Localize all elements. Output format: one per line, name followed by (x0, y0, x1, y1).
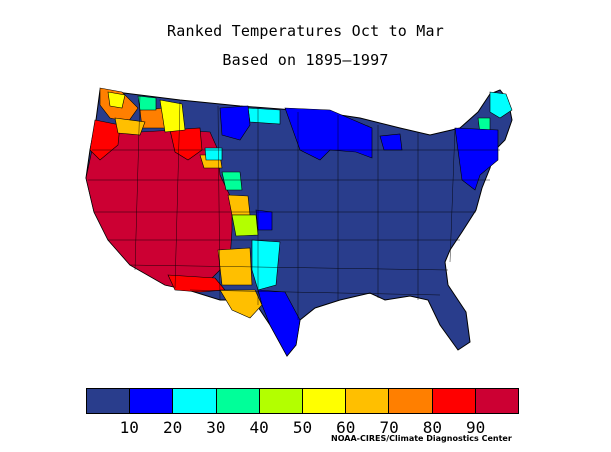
green-patch-wyoming (221, 171, 243, 191)
red-patch-southwest (167, 274, 226, 293)
legend-colorbar (86, 388, 519, 414)
legend-swatch (173, 389, 217, 413)
blue-patch-kansas (255, 209, 273, 231)
division-boundaries (88, 94, 500, 320)
legend-swatch (432, 389, 476, 413)
map-subtitle: Based on 1895–1997 (222, 51, 389, 69)
cyan-patch-maine (489, 91, 513, 119)
yellow-patch-montana (159, 99, 186, 133)
legend-tick-label: 20 (162, 418, 183, 437)
blue-patch-texas (257, 289, 301, 357)
legend-swatch (87, 389, 131, 413)
amber-patch-texas (219, 289, 263, 319)
red-patch-idaho (169, 127, 203, 161)
legend-tick-label: 70 (379, 418, 399, 437)
legend-swatch (346, 389, 390, 413)
credit-text: NOAA-CIRES/Climate Diagnostics Center (331, 434, 512, 443)
legend-swatch (475, 389, 519, 413)
map-title: Ranked Temperatures Oct to Mar (167, 22, 444, 40)
cyan-patch-wyoming (204, 147, 223, 161)
cyan-patch-texas (251, 239, 281, 291)
legend-tick-label: 50 (292, 418, 313, 437)
legend-tick-label: 80 (422, 418, 443, 437)
blue-patch-upper-midwest (284, 107, 373, 161)
lime-patch-colorado (231, 214, 259, 237)
legend-tick-label: 90 (466, 418, 486, 437)
legend-swatch (389, 389, 433, 413)
legend-tick-label: 40 (249, 418, 269, 437)
legend-tick-label: 60 (336, 418, 356, 437)
green-patch-northwest (137, 95, 157, 111)
cyan-patch-northdakota (247, 107, 281, 125)
legend-swatch (259, 389, 304, 413)
blue-patch-michigan (379, 133, 403, 151)
blue-patch-northern-plains (219, 105, 251, 141)
legend-swatch (130, 389, 174, 413)
legend-swatch (303, 389, 347, 413)
yellow-patch-washington (107, 91, 126, 109)
amber-patch-north (114, 117, 146, 136)
legend-tick-label: 30 (206, 418, 226, 437)
legend-tick-label: 10 (119, 418, 139, 437)
legend-swatch (216, 389, 260, 413)
